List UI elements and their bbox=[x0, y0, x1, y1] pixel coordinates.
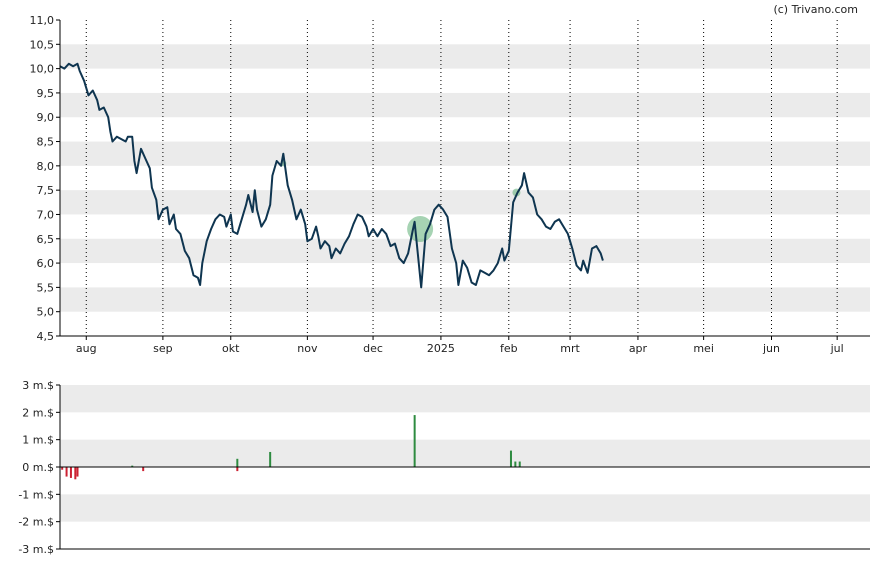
x-tick-label: jun bbox=[762, 342, 780, 355]
volume-y-tick-label: -1 m.$ bbox=[18, 488, 54, 501]
x-tick-label: sep bbox=[153, 342, 172, 355]
price-y-axis-ticks: 11,0 10,5 10,0 9,5 9,0 8,5 8,0 7,5 7,0 6,5 6,0 5,5 5… bbox=[30, 14, 60, 343]
x-tick-label: 2025 bbox=[427, 342, 455, 355]
volume-y-tick-label: 1 m.$ bbox=[22, 434, 54, 447]
price-line bbox=[59, 62, 604, 289]
month-x-axis-ticks: aug sep okt nov dec 2025 feb mrt apr mei jun jul bbox=[76, 336, 844, 355]
price-y-tick-label: 8,0 bbox=[37, 160, 55, 173]
price-y-tick-label: 10,0 bbox=[30, 63, 55, 76]
volume-bar bbox=[69, 467, 72, 478]
price-y-tick-label: 4,5 bbox=[37, 330, 55, 343]
volume-y-tick-label: 2 m.$ bbox=[22, 406, 54, 419]
volume-bar bbox=[236, 458, 239, 467]
volume-bar bbox=[269, 451, 272, 467]
volume-bar bbox=[142, 467, 145, 472]
volume-bar bbox=[131, 465, 134, 467]
x-tick-label: aug bbox=[76, 342, 97, 355]
volume-y-tick-label: -3 m.$ bbox=[18, 543, 54, 556]
volume-bar bbox=[74, 467, 77, 480]
volume-bar bbox=[76, 467, 79, 477]
price-band bbox=[60, 190, 870, 215]
price-band bbox=[60, 92, 870, 118]
x-tick-label: apr bbox=[629, 342, 648, 355]
x-tick-label: mrt bbox=[560, 342, 580, 355]
x-tick-label: mei bbox=[693, 342, 714, 355]
month-gridlines bbox=[85, 20, 838, 336]
volume-band bbox=[60, 385, 870, 413]
x-tick-label: feb bbox=[500, 342, 518, 355]
price-y-tick-label: 7,5 bbox=[37, 184, 55, 197]
volume-y-tick-label: 3 m.$ bbox=[22, 379, 54, 392]
volume-band bbox=[60, 494, 870, 522]
volume-panel-bands bbox=[60, 385, 870, 522]
volume-bar bbox=[61, 467, 64, 470]
price-band bbox=[60, 141, 870, 166]
volume-bar bbox=[509, 450, 512, 467]
volume-bar bbox=[514, 461, 517, 467]
price-y-tick-label: 9,0 bbox=[37, 111, 55, 124]
volume-y-tick-label: -2 m.$ bbox=[18, 516, 54, 529]
volume-bar bbox=[518, 461, 521, 467]
volume-bars bbox=[61, 415, 521, 480]
x-tick-label: jul bbox=[830, 342, 844, 355]
volume-y-tick-label: 0 m.$ bbox=[22, 461, 54, 474]
price-y-tick-label: 11,0 bbox=[30, 14, 55, 27]
price-panel-bands bbox=[60, 44, 870, 312]
x-tick-label: nov bbox=[297, 342, 318, 355]
price-band bbox=[60, 287, 870, 312]
price-y-tick-label: 6,0 bbox=[37, 257, 55, 270]
price-y-tick-label: 5,5 bbox=[37, 281, 55, 294]
price-y-tick-label: 6,5 bbox=[37, 233, 55, 246]
price-band bbox=[60, 238, 870, 264]
price-y-tick-label: 8,5 bbox=[37, 136, 55, 149]
price-y-tick-label: 10,5 bbox=[30, 38, 55, 51]
volume-bar bbox=[236, 467, 239, 472]
volume-bar bbox=[413, 415, 416, 467]
price-y-tick-label: 7,0 bbox=[37, 208, 55, 221]
x-tick-label: okt bbox=[222, 342, 240, 355]
x-tick-label: dec bbox=[363, 342, 383, 355]
price-y-tick-label: 9,5 bbox=[37, 87, 55, 100]
price-band bbox=[60, 44, 870, 69]
volume-band bbox=[60, 439, 870, 467]
price-y-tick-label: 5,0 bbox=[37, 306, 55, 319]
chart-credit: (c) Trivano.com bbox=[773, 3, 858, 16]
chart-axes bbox=[59, 20, 870, 550]
volume-bar bbox=[65, 467, 68, 477]
volume-y-axis-ticks: 3 m.$ 2 m.$ 1 m.$ 0 m.$ -1 m.$ -2 m.$ -3 m.$ bbox=[18, 379, 60, 556]
